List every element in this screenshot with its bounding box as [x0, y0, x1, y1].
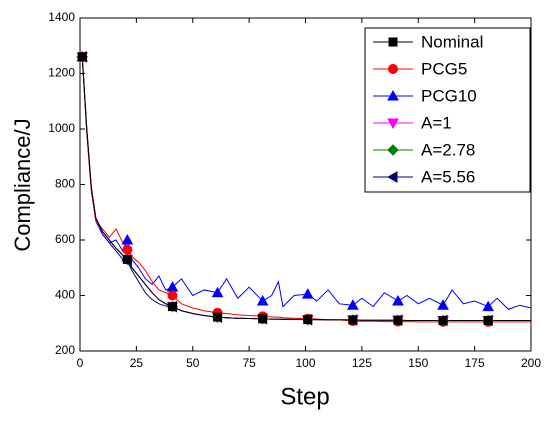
y-tick-label: 200	[55, 343, 75, 357]
series-marker	[348, 315, 358, 325]
y-tick-label: 400	[55, 288, 75, 302]
x-tick-label: 200	[521, 356, 541, 370]
series-marker	[213, 312, 223, 322]
series-marker	[437, 299, 449, 310]
y-axis-label: Compliance/J	[10, 118, 35, 251]
series-marker	[438, 315, 448, 325]
y-tick-label: 600	[55, 232, 75, 246]
legend-label: A=2.78	[421, 140, 475, 159]
series-marker	[122, 254, 132, 264]
y-tick-label: 800	[55, 177, 75, 191]
legend-marker	[386, 171, 398, 183]
legend-label: A=5.56	[421, 167, 475, 186]
legend-marker	[387, 89, 399, 101]
x-tick-label: 125	[352, 356, 372, 370]
series-marker	[482, 300, 495, 312]
series-marker	[121, 233, 134, 245]
series-marker	[347, 299, 359, 310]
legend-marker	[387, 118, 399, 130]
legend-marker	[388, 37, 398, 47]
x-tick-label: 50	[186, 356, 200, 370]
x-tick-label: 75	[242, 356, 256, 370]
series-marker	[256, 295, 269, 306]
x-tick-label: 0	[77, 356, 84, 370]
series-marker	[211, 286, 224, 298]
series-marker	[167, 290, 178, 301]
series-marker	[483, 315, 493, 325]
legend-marker	[387, 144, 399, 156]
series-marker	[167, 302, 177, 312]
legend-marker	[388, 64, 398, 74]
series-marker	[393, 315, 403, 325]
y-tick-label: 1200	[48, 66, 75, 80]
y-tick-label: 1400	[48, 10, 75, 24]
legend-label: A=1	[421, 113, 452, 132]
x-tick-label: 150	[408, 356, 428, 370]
series-marker	[301, 288, 314, 299]
series-marker	[258, 314, 268, 324]
x-tick-label: 100	[295, 356, 315, 370]
legend-box	[364, 27, 531, 193]
series-marker	[122, 244, 133, 255]
legend-label: Nominal	[421, 32, 483, 51]
x-axis-label: Step	[280, 383, 329, 410]
legend-label: PCG5	[421, 59, 467, 78]
series-marker	[303, 315, 313, 325]
y-tick-label: 1000	[48, 121, 75, 135]
series-marker	[392, 295, 404, 306]
x-tick-label: 25	[130, 356, 144, 370]
legend-label: PCG10	[421, 86, 477, 105]
x-tick-label: 175	[465, 356, 485, 370]
series-marker	[77, 52, 87, 62]
